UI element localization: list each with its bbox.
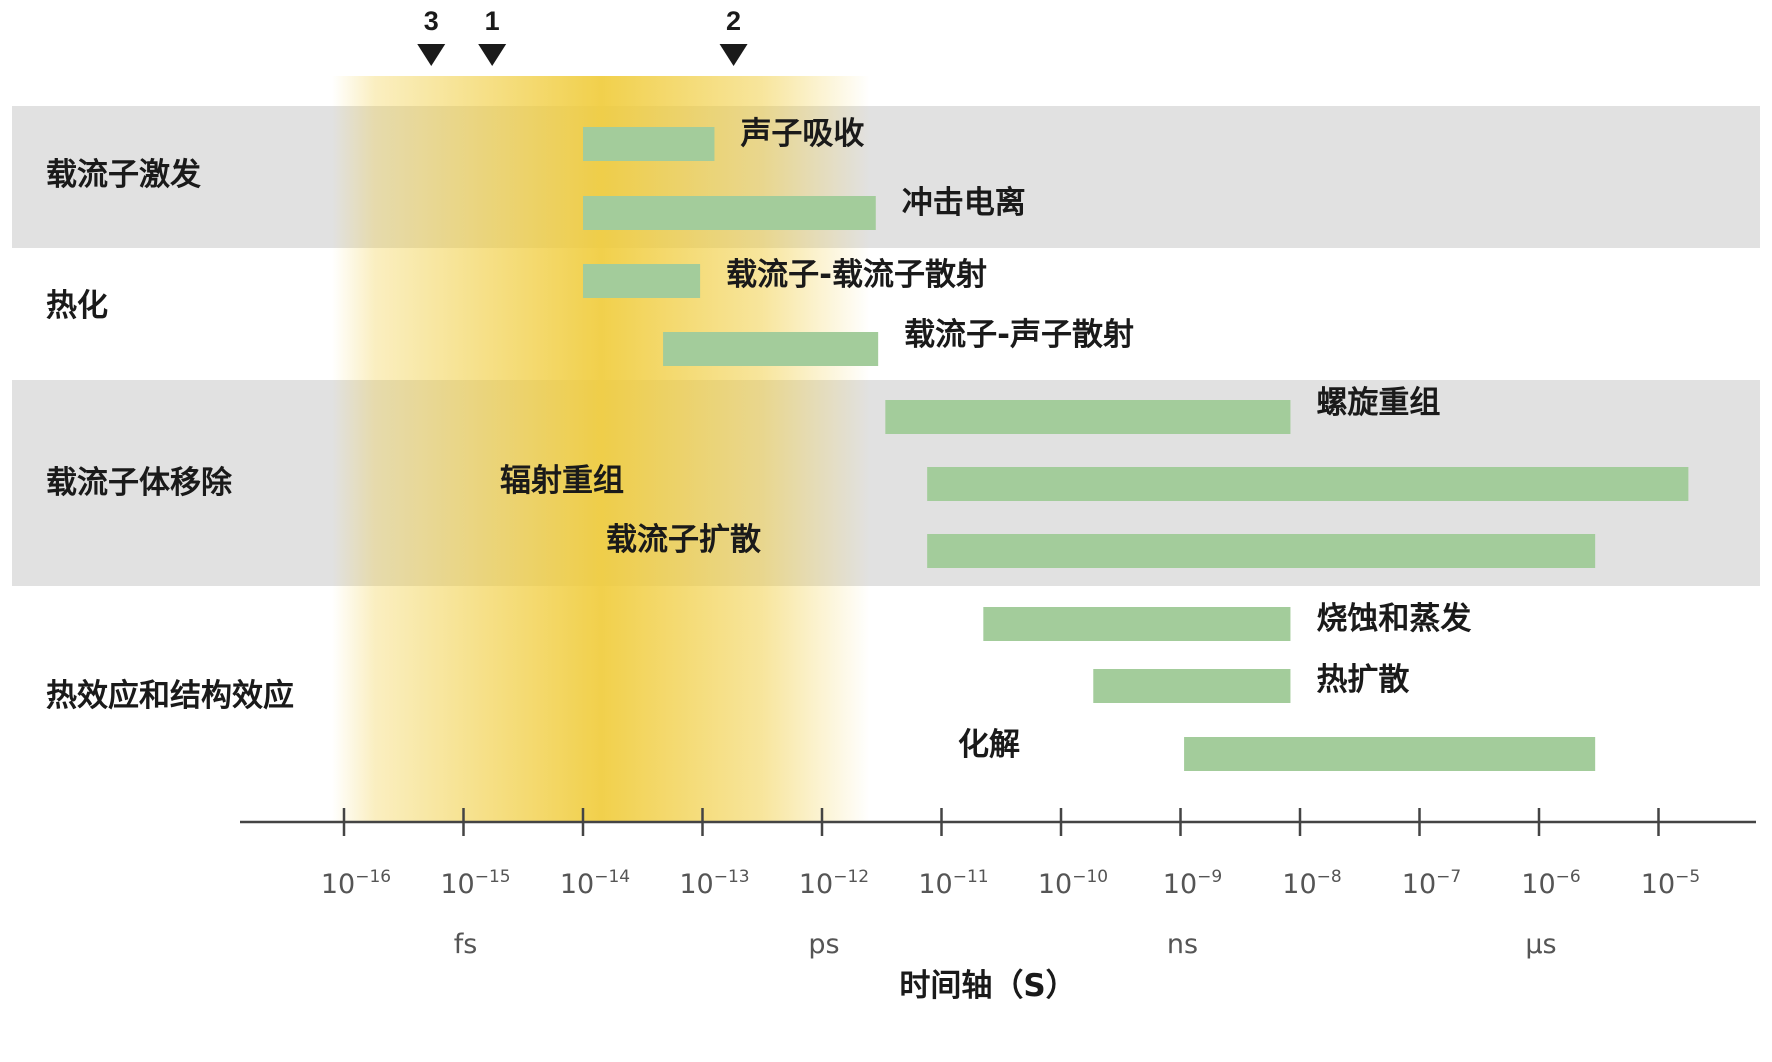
highlight-band-rect (332, 76, 870, 822)
process-bar-label: 声子吸收 (740, 116, 864, 152)
x-tick-label: 10−7 (1402, 867, 1461, 900)
process-bar-label: 冲击电离 (902, 185, 1026, 221)
x-tick-label: 10−5 (1641, 867, 1700, 900)
category-label: 载流子激发 (46, 157, 201, 193)
marker-triangle-icon (417, 44, 446, 66)
marker-triangle-icon (719, 44, 748, 66)
process-bar (1184, 737, 1596, 771)
process-bar-label: 烧蚀和蒸发 (1316, 601, 1471, 637)
x-tick-label: 10−13 (679, 867, 749, 900)
process-bar (927, 534, 1596, 568)
process-bar (927, 467, 1689, 501)
marker-label: 1 (485, 6, 500, 36)
process-bar (885, 400, 1291, 434)
x-tick-label: 10−10 (1038, 867, 1108, 900)
x-tick-label: 10−6 (1521, 867, 1580, 900)
highlight-band (332, 70, 870, 822)
process-bar (1093, 669, 1291, 703)
pulse-markers: 3 1 2 (417, 6, 748, 66)
time-unit-label: fs (454, 929, 478, 960)
time-unit-label: ps (808, 929, 839, 960)
process-bar (663, 332, 879, 366)
x-tick-label: 10−15 (440, 867, 510, 900)
marker-label: 2 (726, 6, 741, 36)
process-bar-label: 热扩散 (1316, 662, 1409, 698)
process-bar (583, 127, 715, 161)
x-tick-label: 10−9 (1163, 867, 1222, 900)
process-bar-label: 载流子-声子散射 (904, 317, 1134, 353)
process-bar-label: 化解 (958, 727, 1020, 763)
process-bar-label: 辐射重组 (500, 463, 624, 499)
category-label: 载流子体移除 (46, 465, 233, 501)
process-bar (583, 196, 876, 230)
x-tick-label: 10−11 (918, 867, 988, 900)
category-label: 热化 (46, 288, 108, 324)
marker-label: 3 (424, 6, 439, 36)
time-unit-label: µs (1525, 929, 1556, 960)
process-bars: 声子吸收冲击电离载流子-载流子散射载流子-声子散射螺旋重组辐射重组载流子扩散烧蚀… (500, 116, 1689, 771)
marker-triangle-icon (478, 44, 507, 66)
process-bar-label: 载流子扩散 (606, 522, 761, 558)
highlight-band-fade (332, 70, 870, 130)
x-tick-label: 10−12 (799, 867, 869, 900)
process-bar-label: 螺旋重组 (1316, 385, 1440, 421)
time-axis: 10−16 10−15 10−14 10−13 10−12 10−11 10−10 10−9 1… (240, 808, 1756, 960)
process-bar (583, 264, 701, 298)
x-tick-label: 10−16 (321, 867, 391, 900)
process-bar-label: 载流子-载流子散射 (726, 257, 987, 293)
x-tick-label: 10−14 (560, 867, 630, 900)
category-label: 热效应和结构效应 (46, 678, 294, 714)
time-unit-label: ns (1167, 929, 1198, 960)
process-bar (983, 607, 1291, 641)
category-rows (12, 106, 1760, 586)
x-axis-title: 时间轴（S） (899, 968, 1076, 1004)
x-tick-label: 10−8 (1282, 867, 1341, 900)
category-row-bg (12, 106, 1760, 248)
